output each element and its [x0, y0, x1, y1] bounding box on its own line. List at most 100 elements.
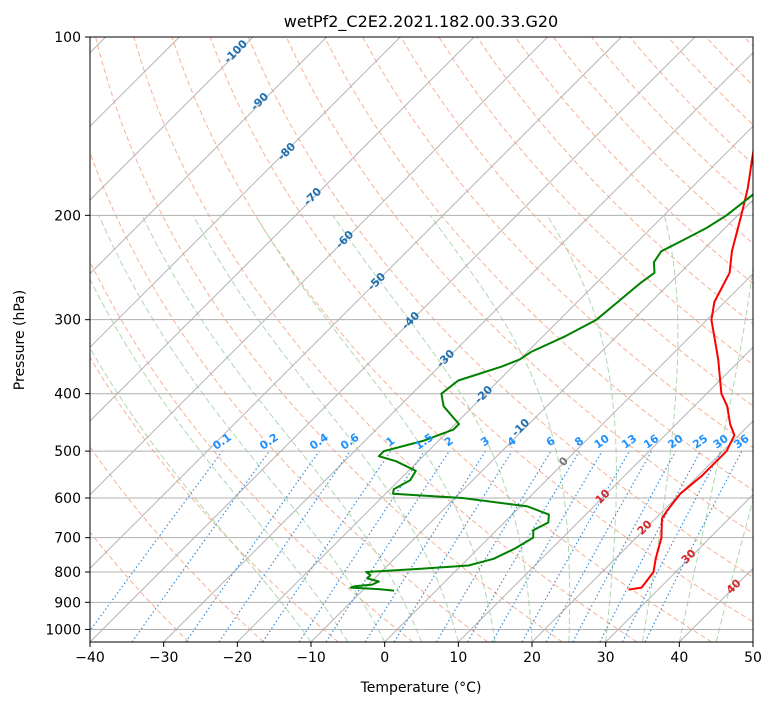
y-tick-label: 500 — [54, 444, 81, 460]
x-tick-label: −40 — [75, 650, 105, 666]
dry-adiabat — [705, 37, 753, 87]
dry-adiabat-label: -30 — [434, 347, 457, 370]
background-line-labels: 0.1 0.2 0.4 0.6 1 1.5 2 3 4 6 8 10 13 16 20 25 30 36-100-… — [210, 37, 751, 597]
x-tick-label: 30 — [597, 650, 615, 666]
dry-adiabat — [247, 37, 753, 578]
pressure-gridlines — [90, 37, 753, 630]
y-axis-label: Pressure (hPa) — [12, 290, 28, 390]
dry-adiabat-label: -70 — [301, 185, 324, 208]
mixing-ratio-line — [644, 450, 743, 642]
mixing-ratio-line — [218, 450, 351, 642]
plot-frame — [89, 36, 754, 643]
y-tick-label: 100 — [54, 30, 81, 46]
x-tick-label: 10 — [449, 650, 467, 666]
moist-adiabat — [90, 278, 349, 642]
mixing-ratio-label: 0.1 — [210, 431, 233, 453]
background-lines — [90, 37, 753, 642]
mixing-ratio-label: 2 — [442, 434, 456, 449]
mixing-ratio-label: 1.5 — [412, 431, 435, 453]
dry-adiabat-label: -90 — [248, 90, 271, 113]
isotherm — [752, 641, 753, 642]
mixing-ratio-line — [185, 450, 320, 642]
dry-adiabat — [133, 37, 638, 642]
moist-adiabat — [141, 215, 422, 642]
isotherm — [90, 37, 549, 496]
moist-adiabat — [332, 215, 533, 642]
dry-adiabat — [591, 37, 753, 205]
dry-adiabat — [514, 37, 753, 285]
y-tick-label: 600 — [54, 491, 81, 507]
y-tick-label: 300 — [54, 313, 81, 329]
moist-adiabat — [192, 215, 459, 642]
isotherm — [236, 125, 753, 642]
dry-adiabat — [171, 37, 712, 642]
x-axis-label: Temperature (°C) — [360, 680, 482, 696]
dry-adiabat — [362, 37, 753, 449]
moist-adiabat — [546, 215, 617, 642]
isotherm — [310, 199, 753, 642]
mixing-ratio-line — [572, 450, 677, 642]
mixing-ratio-line — [545, 450, 653, 642]
y-axis-ticks: 100 200 300 400 500 600 700 800 900 1000 — [45, 30, 90, 638]
dry-adiabat-label: -20 — [472, 383, 495, 406]
mixing-ratio-label: 10 — [592, 432, 612, 452]
dry-adiabat — [95, 37, 563, 642]
isotherm — [163, 51, 753, 642]
x-tick-label: 40 — [670, 650, 688, 666]
dry-adiabat — [324, 37, 753, 491]
mixing-ratio-label: 0.4 — [307, 431, 331, 453]
isotherm — [90, 37, 696, 642]
mixing-ratio-line — [621, 450, 722, 642]
moist-adiabat — [715, 497, 753, 642]
x-tick-label: −20 — [223, 650, 253, 666]
isotherm — [90, 37, 401, 349]
y-tick-label: 800 — [54, 565, 81, 581]
dry-adiabat — [90, 531, 190, 642]
x-axis-ticks: −40 −30 −20 −10 0 10 20 30 40 50 — [75, 642, 762, 666]
x-tick-label: −10 — [296, 650, 326, 666]
moist-adiabat — [254, 215, 496, 642]
mixing-ratio-line — [466, 450, 580, 642]
dewpoint-line — [349, 193, 753, 592]
dry-adiabat — [400, 37, 753, 407]
y-tick-label: 1000 — [45, 622, 81, 638]
isotherm — [605, 493, 753, 642]
dry-adiabat — [90, 260, 414, 642]
isotherm — [90, 37, 328, 275]
x-tick-label: 0 — [380, 650, 389, 666]
y-tick-label: 200 — [54, 208, 81, 224]
chart-title: wetPf2_C2E2.2021.182.00.33.G20 — [284, 12, 558, 32]
mixing-ratio-label: 13 — [619, 432, 639, 451]
mixing-ratio-line — [90, 450, 223, 632]
x-tick-label: 50 — [744, 650, 762, 666]
moist-adiabat — [678, 263, 753, 642]
dry-adiabat-label: -10 — [509, 416, 532, 439]
dry-adiabat — [438, 37, 753, 366]
y-tick-label: 400 — [54, 387, 81, 403]
dry-adiabat — [209, 37, 753, 623]
mixing-ratio-line — [298, 450, 425, 642]
isotherm — [90, 37, 254, 201]
isotherm — [531, 420, 753, 642]
mixing-ratio-label: 8 — [572, 434, 586, 449]
dry-adiabat — [90, 445, 264, 642]
mixing-ratio-label: 20 — [666, 432, 686, 452]
moist-adiabat — [90, 347, 312, 642]
isotherm — [384, 272, 753, 642]
isotherm-label: 0 — [556, 454, 571, 469]
x-tick-label: 20 — [523, 650, 541, 666]
profile-lines — [349, 147, 753, 592]
dry-adiabat — [90, 356, 339, 642]
mixing-ratio-label: 16 — [641, 432, 661, 452]
y-tick-label: 900 — [54, 595, 81, 611]
mixing-ratio-line — [131, 450, 270, 642]
x-tick-label: −30 — [149, 650, 179, 666]
isotherm — [457, 346, 753, 642]
isotherm-label: 30 — [679, 546, 699, 566]
mixing-ratio-line — [393, 450, 513, 642]
moist-adiabat — [642, 215, 679, 642]
mixing-ratio-label: 0.2 — [257, 431, 280, 453]
isotherm-label: 10 — [593, 486, 613, 506]
dry-adiabat — [743, 37, 753, 47]
dry-adiabat-label: -100 — [221, 37, 250, 66]
